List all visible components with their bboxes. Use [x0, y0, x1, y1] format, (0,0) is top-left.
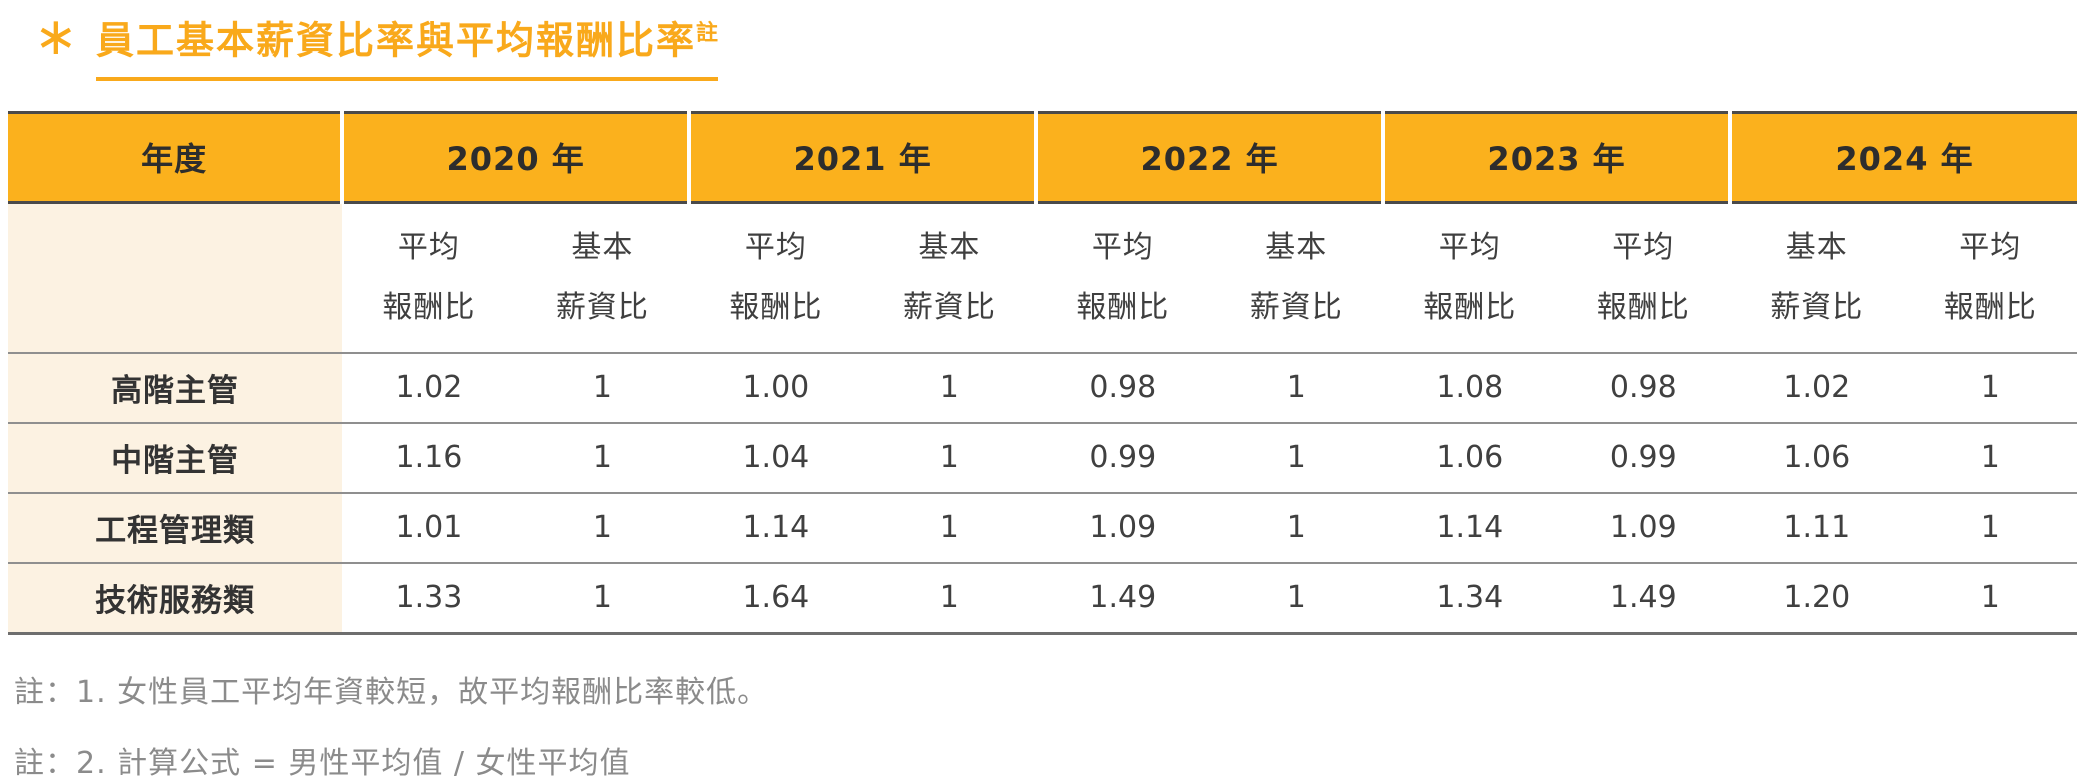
- subheader-line1: 基本: [1265, 229, 1328, 265]
- cell-r2-c8: 1.11: [1730, 492, 1904, 564]
- cell-r3-c0: 1.33: [342, 562, 516, 635]
- subheader-col-3: 基本 薪資比: [862, 202, 1037, 354]
- cell-r0-c9: 1: [1903, 352, 2077, 424]
- cell-r3-c5: 1: [1209, 562, 1384, 635]
- subheader-col-9: 平均 報酬比: [1903, 202, 2077, 354]
- cell-r3-c4: 1.49: [1036, 562, 1210, 635]
- subheader-line1: 平均: [1959, 229, 2022, 265]
- table-body: 高階主管 1.02 1 1.00 1 0.98 1 1.08 0.98 1.02 1 中階主管 1.16…: [8, 352, 2077, 635]
- cell-r2-c2: 1.14: [689, 492, 863, 564]
- table-row-2: 工程管理類 1.01 1 1.14 1 1.09 1 1.14 1.09 1.11 1: [8, 492, 2077, 564]
- cell-r1-c3: 1: [862, 422, 1037, 494]
- subheader-line2: 報酬比: [1943, 289, 2037, 325]
- cell-r0-c5: 1: [1209, 352, 1384, 424]
- corner-subheader-cell: [8, 202, 343, 354]
- cell-r2-c4: 1.09: [1036, 492, 1210, 564]
- cell-r1-c5: 1: [1209, 422, 1384, 494]
- section-marker-icon: ∗: [34, 7, 78, 67]
- page-title-note-superscript: 註: [696, 21, 719, 46]
- cell-r1-c9: 1: [1903, 422, 2077, 494]
- cell-r3-c6: 1.34: [1383, 562, 1557, 635]
- subheader-line1: 平均: [1438, 229, 1501, 265]
- cell-r3-c3: 1: [862, 562, 1037, 635]
- cell-r3-c9: 1: [1903, 562, 2077, 635]
- row-label-0: 高階主管: [8, 352, 343, 424]
- cell-r3-c8: 1.20: [1730, 562, 1904, 635]
- page-title: 員工基本薪資比率與平均報酬比率註: [96, 12, 719, 81]
- cell-r1-c6: 1.06: [1383, 422, 1557, 494]
- subheader-col-6: 平均 報酬比: [1383, 202, 1557, 354]
- footnotes: 註：1. 女性員工平均年資較短，故平均報酬比率較低。 註：2. 計算公式 = 男…: [14, 667, 2085, 782]
- cell-r1-c8: 1.06: [1730, 422, 1904, 494]
- cell-r0-c6: 1.08: [1383, 352, 1557, 424]
- subheader-row: 平均 報酬比 基本 薪資比 平均 報酬比 基本 薪資比 平均 報酬比 基本 薪資比 平均 報酬比 平均 報酬比…: [8, 202, 2077, 354]
- year-header-4: 2024 年: [1728, 110, 2077, 204]
- cell-r0-c0: 1.02: [342, 352, 516, 424]
- year-header-2: 2022 年: [1034, 110, 1384, 204]
- year-header-1: 2021 年: [687, 110, 1037, 204]
- page-title-text: 員工基本薪資比率與平均報酬比率: [96, 18, 697, 63]
- subheader-line2: 薪資比: [555, 289, 649, 325]
- subheader-line2: 薪資比: [1249, 289, 1343, 325]
- cell-r2-c9: 1: [1903, 492, 2077, 564]
- row-label-1: 中階主管: [8, 422, 343, 494]
- subheader-line2: 報酬比: [1596, 289, 1690, 325]
- cell-r0-c4: 0.98: [1036, 352, 1210, 424]
- subheader-line1: 基本: [571, 229, 634, 265]
- cell-r3-c7: 1.49: [1556, 562, 1731, 635]
- cell-r0-c7: 0.98: [1556, 352, 1731, 424]
- footnote-2: 註：2. 計算公式 = 男性平均值 / 女性平均值: [14, 745, 631, 781]
- subheader-line1: 平均: [1091, 229, 1154, 265]
- subheader-line2: 薪資比: [902, 289, 996, 325]
- cell-r2-c5: 1: [1209, 492, 1384, 564]
- cell-r2-c7: 1.09: [1556, 492, 1731, 564]
- cell-r2-c0: 1.01: [342, 492, 516, 564]
- cell-r0-c3: 1: [862, 352, 1037, 424]
- subheader-line2: 報酬比: [382, 289, 476, 325]
- section-title-wrap: 員工基本薪資比率與平均報酬比率註: [96, 12, 719, 81]
- cell-r3-c2: 1.64: [689, 562, 863, 635]
- row-label-2: 工程管理類: [8, 492, 343, 564]
- cell-r1-c4: 0.99: [1036, 422, 1210, 494]
- cell-r0-c2: 1.00: [689, 352, 863, 424]
- cell-r1-c2: 1.04: [689, 422, 863, 494]
- subheader-line1: 平均: [744, 229, 807, 265]
- subheader-col-7: 平均 報酬比: [1556, 202, 1731, 354]
- corner-header-cell: 年度: [8, 110, 343, 204]
- subheader-line1: 平均: [1612, 229, 1675, 265]
- subheader-line1: 基本: [1785, 229, 1848, 265]
- compensation-ratio-table: 年度 2020 年 2021 年 2022 年 2023 年 2024 年 平均 報酬比基…: [8, 110, 2077, 635]
- footnote-1: 註：1. 女性員工平均年資較短，故平均報酬比率較低。: [14, 674, 769, 710]
- subheader-line1: 平均: [397, 229, 460, 265]
- table-row-0: 高階主管 1.02 1 1.00 1 0.98 1 1.08 0.98 1.02 1: [8, 352, 2077, 424]
- subheader-line2: 報酬比: [729, 289, 823, 325]
- subheader-line1: 基本: [918, 229, 981, 265]
- year-header-3: 2023 年: [1381, 110, 1731, 204]
- cell-r2-c1: 1: [515, 492, 690, 564]
- year-header-0: 2020 年: [340, 110, 690, 204]
- year-header-row: 年度 2020 年 2021 年 2022 年 2023 年 2024 年: [8, 110, 2077, 204]
- cell-r3-c1: 1: [515, 562, 690, 635]
- subheader-line2: 報酬比: [1423, 289, 1517, 325]
- subheader-col-8: 基本 薪資比: [1730, 202, 1904, 354]
- subheader-col-4: 平均 報酬比: [1036, 202, 1210, 354]
- table-row-1: 中階主管 1.16 1 1.04 1 0.99 1 1.06 0.99 1.06 1: [8, 422, 2077, 494]
- subheader-line2: 報酬比: [1076, 289, 1170, 325]
- subheader-col-2: 平均 報酬比: [689, 202, 863, 354]
- cell-r2-c6: 1.14: [1383, 492, 1557, 564]
- subheader-col-1: 基本 薪資比: [515, 202, 690, 354]
- cell-r2-c3: 1: [862, 492, 1037, 564]
- section-title-row: ∗ 員工基本薪資比率與平均報酬比率註: [0, 0, 2085, 81]
- cell-r0-c1: 1: [515, 352, 690, 424]
- table-row-3: 技術服務類 1.33 1 1.64 1 1.49 1 1.34 1.49 1.20 1: [8, 562, 2077, 635]
- subheader-line2: 薪資比: [1770, 289, 1864, 325]
- cell-r1-c1: 1: [515, 422, 690, 494]
- cell-r0-c8: 1.02: [1730, 352, 1904, 424]
- cell-r1-c0: 1.16: [342, 422, 516, 494]
- row-label-3: 技術服務類: [8, 562, 343, 635]
- subheader-col-0: 平均 報酬比: [342, 202, 516, 354]
- subheader-col-5: 基本 薪資比: [1209, 202, 1384, 354]
- cell-r1-c7: 0.99: [1556, 422, 1731, 494]
